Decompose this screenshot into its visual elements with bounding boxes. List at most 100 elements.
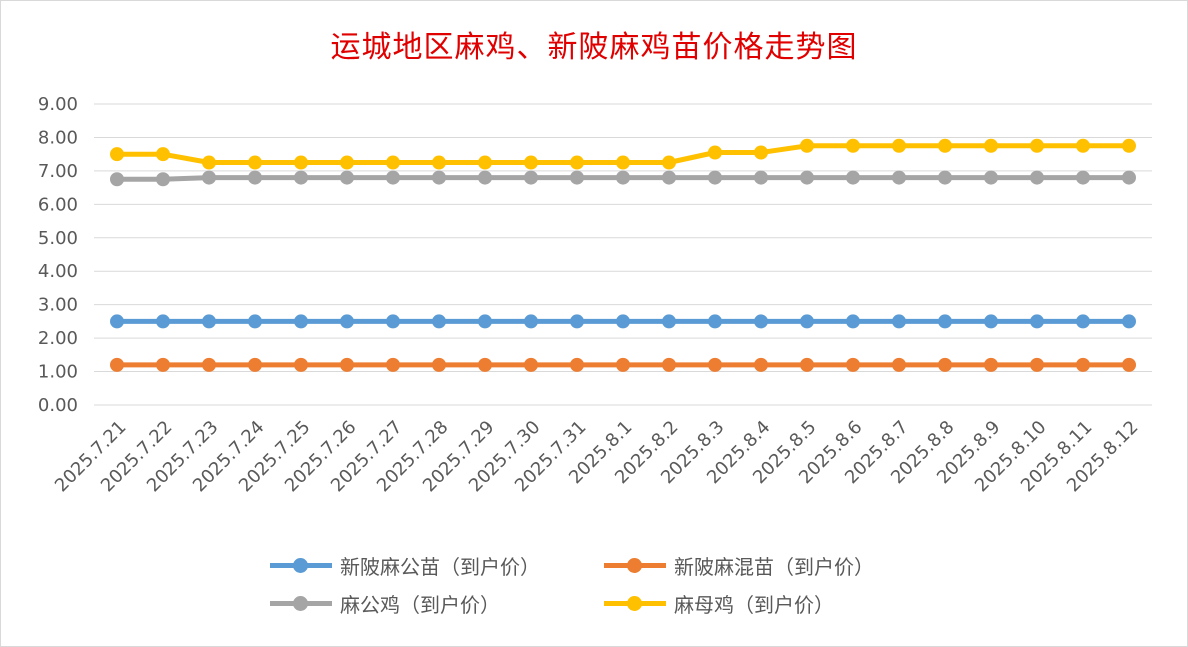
series-group bbox=[110, 138, 1136, 372]
data-point bbox=[156, 147, 170, 162]
data-point bbox=[294, 357, 308, 372]
legend-item-mixed-chick: 新陂麻混苗（到户价） bbox=[604, 550, 874, 580]
y-tick-label: 7.00 bbox=[38, 161, 78, 182]
series-1 bbox=[110, 357, 1136, 372]
y-tick-label: 2.00 bbox=[38, 328, 78, 349]
data-point bbox=[708, 170, 722, 185]
series-3 bbox=[110, 138, 1136, 170]
data-point bbox=[570, 314, 584, 329]
legend-label: 麻公鸡（到户价） bbox=[340, 592, 500, 617]
legend-swatch bbox=[270, 550, 332, 580]
data-point bbox=[754, 145, 768, 160]
data-point bbox=[938, 314, 952, 329]
data-point bbox=[524, 357, 538, 372]
data-point bbox=[708, 357, 722, 372]
data-point bbox=[938, 170, 952, 185]
legend-item-hen: 麻母鸡（到户价） bbox=[604, 588, 834, 618]
data-point bbox=[754, 170, 768, 185]
data-point bbox=[662, 314, 676, 329]
y-tick-label: 4.00 bbox=[38, 261, 78, 282]
data-point bbox=[248, 357, 262, 372]
data-point bbox=[432, 155, 446, 170]
data-point bbox=[800, 357, 814, 372]
data-point bbox=[524, 314, 538, 329]
legend-label: 新陂麻混苗（到户价） bbox=[674, 554, 874, 579]
y-tick-label: 5.00 bbox=[38, 228, 78, 249]
data-point bbox=[156, 314, 170, 329]
data-point bbox=[892, 138, 906, 153]
y-axis-ticks: 0.00 1.00 2.00 3.00 4.00 5.00 6.00 7.00 8.00 9.00 bbox=[38, 94, 78, 416]
data-point bbox=[846, 314, 860, 329]
data-point bbox=[386, 314, 400, 329]
data-point bbox=[202, 357, 216, 372]
data-point bbox=[846, 357, 860, 372]
data-point bbox=[294, 314, 308, 329]
legend-item-male-chick: 新陂麻公苗（到户价） bbox=[270, 550, 540, 580]
data-point bbox=[1122, 138, 1136, 153]
data-point bbox=[340, 155, 354, 170]
data-point bbox=[524, 170, 538, 185]
data-point bbox=[846, 170, 860, 185]
data-point bbox=[110, 357, 124, 372]
data-point bbox=[340, 314, 354, 329]
data-point bbox=[156, 357, 170, 372]
data-point bbox=[570, 357, 584, 372]
data-point bbox=[110, 147, 124, 162]
data-point bbox=[340, 357, 354, 372]
y-tick-label: 6.00 bbox=[38, 194, 78, 215]
legend-swatch bbox=[604, 550, 666, 580]
data-point bbox=[616, 314, 630, 329]
data-point bbox=[662, 357, 676, 372]
data-point bbox=[1076, 170, 1090, 185]
data-point bbox=[386, 357, 400, 372]
data-point bbox=[754, 314, 768, 329]
y-tick-label: 0.00 bbox=[38, 395, 78, 416]
data-point bbox=[478, 155, 492, 170]
data-point bbox=[754, 357, 768, 372]
data-point bbox=[432, 170, 446, 185]
data-point bbox=[156, 172, 170, 187]
data-point bbox=[1076, 314, 1090, 329]
legend-swatch bbox=[270, 588, 332, 618]
data-point bbox=[202, 155, 216, 170]
legend: 新陂麻公苗（到户价） 新陂麻混苗（到户价） 麻公鸡（到户价） 麻母鸡（到户价） bbox=[270, 548, 970, 628]
data-point bbox=[570, 170, 584, 185]
data-point bbox=[800, 314, 814, 329]
data-point bbox=[110, 172, 124, 187]
data-point bbox=[984, 314, 998, 329]
data-point bbox=[570, 155, 584, 170]
data-point bbox=[1030, 357, 1044, 372]
data-point bbox=[386, 155, 400, 170]
data-point bbox=[846, 138, 860, 153]
data-point bbox=[524, 155, 538, 170]
data-point bbox=[662, 155, 676, 170]
data-point bbox=[1030, 138, 1044, 153]
legend-label: 新陂麻公苗（到户价） bbox=[340, 554, 540, 579]
data-point bbox=[248, 155, 262, 170]
data-point bbox=[938, 357, 952, 372]
data-point bbox=[202, 314, 216, 329]
data-point bbox=[432, 314, 446, 329]
y-tick-label: 1.00 bbox=[38, 362, 78, 383]
chart-title: 运城地区麻鸡、新陂麻鸡苗价格走势图 bbox=[330, 30, 858, 65]
data-point bbox=[708, 145, 722, 160]
data-point bbox=[892, 357, 906, 372]
data-point bbox=[340, 170, 354, 185]
data-point bbox=[478, 357, 492, 372]
data-point bbox=[248, 170, 262, 185]
data-point bbox=[478, 170, 492, 185]
data-point bbox=[1030, 314, 1044, 329]
data-point bbox=[110, 314, 124, 329]
data-point bbox=[294, 170, 308, 185]
data-point bbox=[984, 170, 998, 185]
data-point bbox=[1030, 170, 1044, 185]
data-point bbox=[892, 314, 906, 329]
data-point bbox=[1076, 357, 1090, 372]
y-tick-label: 9.00 bbox=[38, 94, 78, 115]
data-point bbox=[800, 138, 814, 153]
data-point bbox=[662, 170, 676, 185]
gridlines bbox=[94, 103, 1152, 406]
data-point bbox=[294, 155, 308, 170]
series-2 bbox=[110, 170, 1136, 187]
